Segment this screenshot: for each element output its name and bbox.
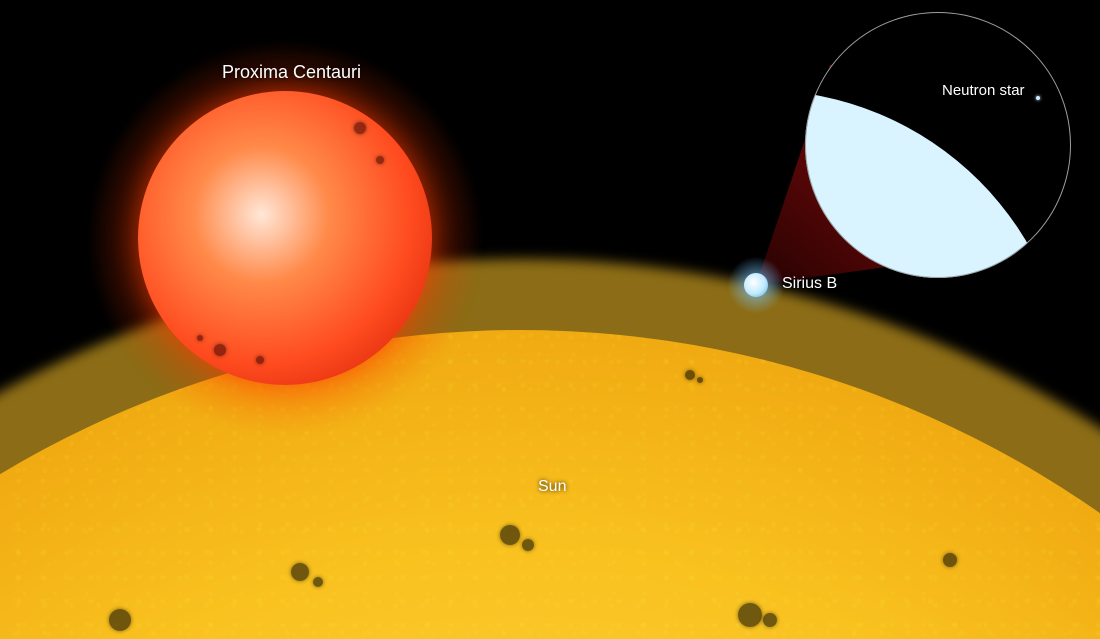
label-sirius-b: Sirius B <box>782 275 837 293</box>
sunspot <box>313 577 323 587</box>
proxima-starspot <box>214 344 226 356</box>
sunspot <box>522 539 534 551</box>
proxima-starspot <box>354 122 366 134</box>
sunspot <box>738 603 762 627</box>
sunspot <box>697 377 703 383</box>
proxima-starspot <box>197 335 203 341</box>
sunspot <box>291 563 309 581</box>
proxima-body <box>138 91 432 385</box>
sunspot <box>685 370 695 380</box>
label-neutron-star: Neutron star <box>942 82 1025 99</box>
label-sun: Sun <box>538 478 566 496</box>
star-comparison-diagram: Proxima Centauri Sun Sirius B Neutron st… <box>0 0 1100 639</box>
label-proxima: Proxima Centauri <box>222 62 361 83</box>
inset-border <box>805 12 1071 278</box>
sunspot <box>500 525 520 545</box>
sunspot <box>109 609 131 631</box>
sunspot <box>943 553 957 567</box>
proxima-starspot <box>376 156 384 164</box>
proxima-starspot <box>256 356 264 364</box>
sirius-b-body <box>744 273 768 297</box>
sunspot <box>763 613 777 627</box>
